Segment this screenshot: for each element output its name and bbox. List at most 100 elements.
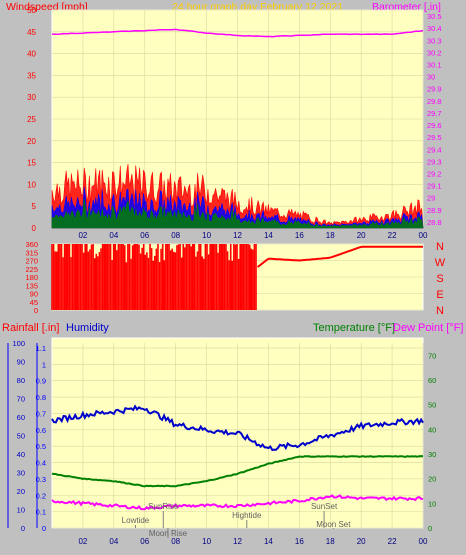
time-tick-label: 06 [140,231,149,240]
compass-label: N [436,305,444,317]
time-tick-label: 20 [357,537,366,546]
time-tick-label: 16 [295,537,304,546]
windspeed-tick-label: 30 [27,93,36,102]
barometer-tick-label: 29.8 [427,97,442,106]
dewpoint-line [51,494,424,511]
rain-tick-label: 0.9 [36,377,46,386]
windspeed-tick-label: 35 [27,71,36,80]
humidity-tick-label: 70 [17,395,25,404]
temperature-tick-label: 0 [428,524,432,533]
rain-tick-label: 1.1 [36,344,46,353]
time-tick-label: 12 [233,537,242,546]
barometer-ticks: 28.8 28.9 29 29.1 29.2 29.3 29.4 29.5 29.6 29.7 29… [427,12,442,227]
rain-tick-label: 0.2 [36,491,46,500]
time-tick-label: 04 [109,537,118,546]
direction-tick-label: 315 [25,248,38,257]
barometer-tick-label: 30 [427,73,435,82]
direction-ticks: 0 90 180 270 360 45 135 225 315 [25,240,38,315]
windspeed-tick-label: 40 [27,50,36,59]
temperature-axis-label: Temperature [°F] [313,322,395,334]
barometer-tick-label: 29.3 [427,157,442,166]
moonrise-label: Moon Rise [149,529,188,538]
windspeed-tick-label: 0 [32,224,37,233]
windspeed-tick-label: 10 [27,180,36,189]
time-tick-label: 20 [357,231,366,240]
humidity-tick-label: 80 [17,376,25,385]
direction-tick-label: 45 [30,298,38,307]
humidity-tick-label: 0 [21,524,25,533]
barometer-tick-label: 29.4 [427,145,442,154]
direction-bars [51,244,257,310]
direction-tick-label: 180 [25,273,38,282]
rain-ticks: 0 0.1 0.2 0.3 0.4 0.5 0.6 0.7 0.8 0.9 1 1.1 [36,344,46,533]
sunrise-label: SunRise [148,502,179,511]
temperature-ticks: 0 10 20 30 40 50 60 70 [428,351,436,533]
lowtide-label: Lowtide [122,516,150,525]
dewpoint-axis-label: Dew Point [°F] [393,322,463,334]
humidity-tick-label: 100 [12,339,25,348]
direction-tick-label: 90 [30,290,38,299]
compass-label: E [436,289,443,301]
temperature-tick-label: 70 [428,351,436,360]
temperature-tick-label: 60 [428,376,436,385]
direction-tick-label: 360 [25,240,38,249]
time-tick-label: 16 [295,231,304,240]
barometer-tick-label: 30.1 [427,61,442,70]
windspeed-tick-label: 5 [32,202,37,211]
barometer-tick-label: 28.9 [427,206,442,215]
time-tick-label: 06 [140,537,149,546]
astronomy-events: SunRise Lowtide Moon Rise Hightide SunSet Moo… [122,502,351,538]
sunset-label: SunSet [311,502,338,511]
time-ticks-bottom: 02 04 06 08 10 12 14 16 18 20 22 00 [78,537,428,546]
temperature-tick-label: 30 [428,450,436,459]
humidity-tick-label: 40 [17,450,25,459]
barometer-tick-label: 29.9 [427,85,442,94]
barometer-tick-label: 29.7 [427,109,442,118]
rain-tick-label: 0.7 [36,409,46,418]
windspeed-tick-label: 50 [27,6,36,15]
barometer-tick-label: 29.6 [427,121,442,130]
windspeed-tick-label: 25 [27,115,36,124]
compass-label: W [435,257,446,269]
temperature-tick-label: 50 [428,401,436,410]
compass-label: N [436,241,444,253]
humidity-tick-label: 10 [17,506,25,515]
rain-tick-label: 1 [42,360,46,369]
time-tick-label: 00 [419,231,428,240]
time-tick-label: 18 [326,537,335,546]
rain-tick-label: 0.1 [36,508,46,517]
time-tick-label: 10 [202,537,211,546]
time-tick-label: 14 [264,231,273,240]
time-tick-label: 04 [109,231,118,240]
humidity-tick-label: 20 [17,487,25,496]
humidity-tick-label: 60 [17,413,25,422]
humidity-tick-label: 30 [17,469,25,478]
time-tick-label: 18 [326,231,335,240]
rain-tick-label: 0.4 [36,459,46,468]
humidity-tick-label: 90 [17,358,25,367]
hightide-label: Hightide [232,511,262,520]
barometer-tick-label: 30.3 [427,36,442,45]
barometer-tick-label: 29 [427,194,435,203]
rain-tick-label: 0.6 [36,426,46,435]
temperature-line [51,455,424,488]
direction-line [257,245,423,268]
time-tick-label: 02 [78,537,87,546]
rain-tick-label: 0.3 [36,475,46,484]
barometer-tick-label: 30.5 [427,12,442,21]
time-tick-label: 22 [388,231,397,240]
barometer-tick-label: 30.2 [427,48,442,57]
time-tick-label: 08 [171,537,180,546]
humidity-axis-label: Humidity [66,322,109,334]
direction-tick-label: 0 [34,306,38,315]
direction-tick-label: 270 [25,257,38,266]
moonset-label: Moon Set [316,520,351,529]
average-area [51,198,424,229]
time-tick-label: 10 [202,231,211,240]
windspeed-tick-label: 15 [27,159,36,168]
humidity-tick-label: 50 [17,432,25,441]
barometer-line [51,28,424,38]
windspeed-tick-label: 45 [27,28,36,37]
windspeed-tick-label: 20 [27,137,36,146]
